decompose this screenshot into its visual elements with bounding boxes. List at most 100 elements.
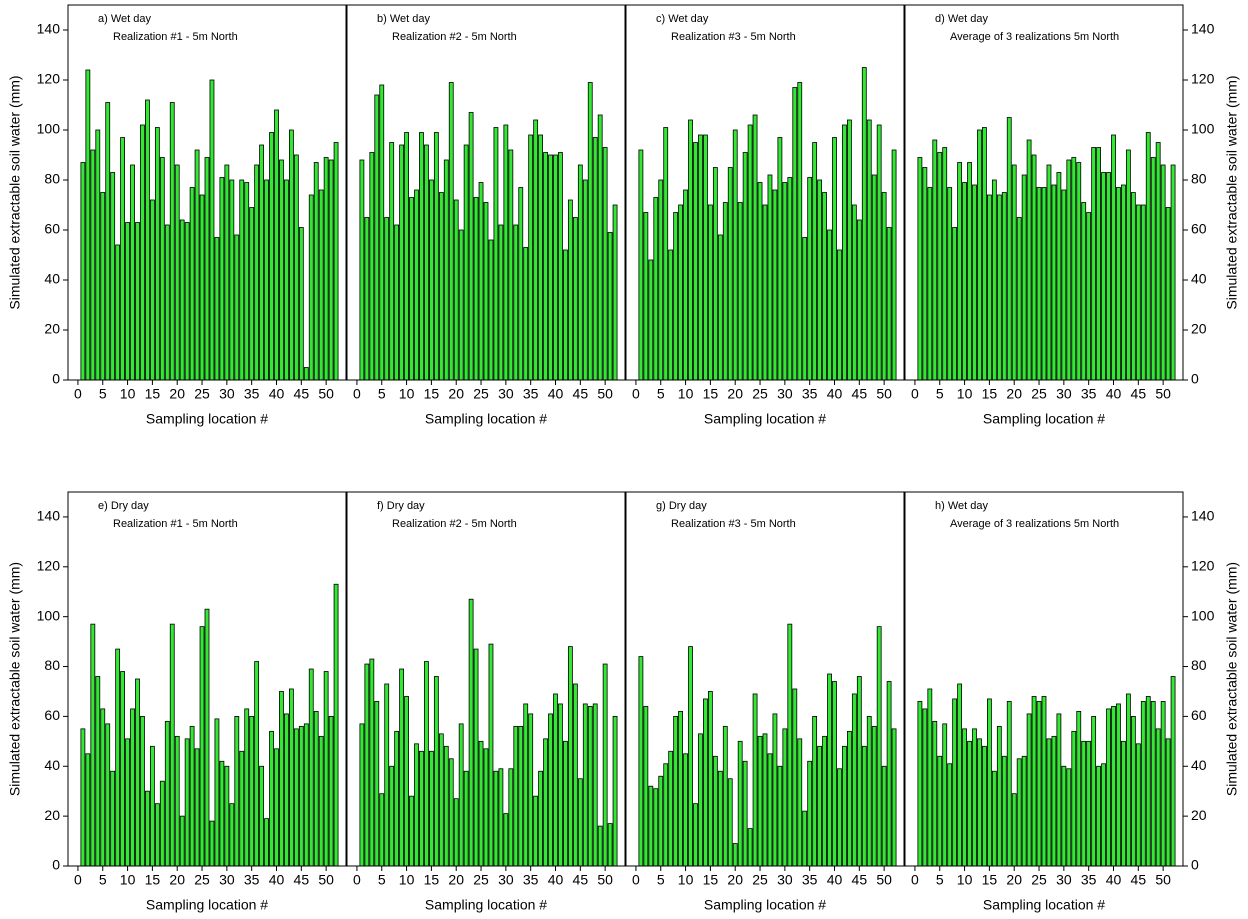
bar [389, 765, 395, 867]
x-tick-label: 20 [1006, 386, 1022, 402]
bar [1026, 139, 1032, 381]
bar [313, 162, 319, 381]
bar [239, 750, 245, 867]
bar [842, 745, 847, 867]
bar [473, 197, 479, 381]
x-tick-label: 0 [74, 386, 82, 402]
bar [364, 663, 370, 867]
bar [1021, 174, 1027, 381]
x-tick-label: 15 [703, 386, 719, 402]
x-tick-label: 10 [957, 386, 973, 402]
bar [1046, 738, 1052, 867]
y-tick-label: 20 [44, 807, 60, 823]
bar [762, 204, 768, 381]
bar [1165, 738, 1171, 867]
bar [249, 207, 255, 381]
y-tick-label: 0 [1191, 371, 1199, 387]
bar [876, 626, 882, 867]
x-tick-label: 5 [99, 872, 107, 888]
y-tick-label: 80 [44, 657, 60, 673]
bar [135, 678, 140, 867]
x-tick-label: 45 [1131, 872, 1147, 888]
bar [145, 99, 150, 381]
bar [399, 144, 405, 381]
bar [214, 718, 220, 867]
bar [199, 194, 205, 381]
x-tick-label: 15 [982, 386, 998, 402]
x-tick-label: 5 [936, 386, 944, 402]
bar [712, 755, 718, 867]
bar [374, 701, 380, 867]
bar [1071, 157, 1077, 381]
bar [1086, 740, 1092, 867]
x-tick-label: 10 [120, 386, 136, 402]
bar [881, 192, 887, 381]
panel-title: f) Dry day [377, 500, 425, 512]
bar [663, 127, 669, 381]
bar [817, 179, 823, 381]
bar [404, 132, 409, 381]
bar [871, 725, 877, 867]
bar [174, 164, 180, 381]
y-axis-label: Simulated extractable soil water (mm) [7, 75, 23, 309]
bar [707, 204, 713, 381]
x-tick-label: 30 [219, 872, 235, 888]
bar [698, 134, 703, 381]
bar [130, 708, 135, 867]
bar [982, 127, 987, 381]
panel-frame [346, 491, 626, 867]
bar [184, 738, 190, 867]
y-tick-label: 100 [37, 607, 61, 623]
bar [369, 152, 375, 381]
x-tick-label: 20 [448, 386, 464, 402]
bar [164, 720, 170, 867]
bar [105, 723, 111, 867]
bar [638, 149, 644, 381]
bar [284, 179, 289, 381]
bar [832, 137, 837, 381]
bar [837, 768, 842, 867]
bar [369, 658, 375, 867]
y-tick-label: 0 [52, 857, 60, 873]
bar [204, 157, 210, 381]
x-tick-label: 15 [703, 872, 719, 888]
bar [861, 745, 867, 867]
x-tick-label: 20 [169, 386, 185, 402]
x-tick-label: 30 [498, 872, 514, 888]
bar [856, 219, 862, 381]
bar [1125, 149, 1131, 381]
x-tick-label: 10 [957, 872, 973, 888]
bar [1081, 740, 1087, 867]
bar [80, 162, 86, 381]
bar [209, 79, 215, 381]
bar [333, 583, 339, 867]
bar [313, 711, 319, 867]
y-tick-label: 20 [44, 321, 60, 337]
bar [414, 743, 419, 867]
x-tick-label: 0 [632, 386, 640, 402]
bar [1016, 217, 1022, 381]
x-tick-label: 30 [777, 386, 793, 402]
bar [473, 648, 479, 867]
bar [772, 189, 778, 381]
bar [404, 696, 409, 867]
x-tick-label: 15 [424, 386, 440, 402]
bar [508, 768, 514, 867]
bar [673, 716, 679, 867]
x-tick-label: 10 [399, 386, 415, 402]
x-tick-label: 5 [936, 872, 944, 888]
bar [698, 733, 703, 867]
bar [209, 820, 215, 867]
bar [259, 765, 265, 867]
y-tick-label: 0 [52, 371, 60, 387]
bar [1056, 713, 1062, 867]
panel-title: e) Dry day [98, 500, 149, 512]
x-tick-label: 45 [573, 386, 589, 402]
bar [1091, 716, 1097, 867]
bar [130, 164, 135, 381]
bar [1006, 117, 1012, 381]
bar [962, 182, 967, 381]
bar [419, 750, 424, 867]
bar [881, 765, 887, 867]
bar [558, 152, 563, 381]
